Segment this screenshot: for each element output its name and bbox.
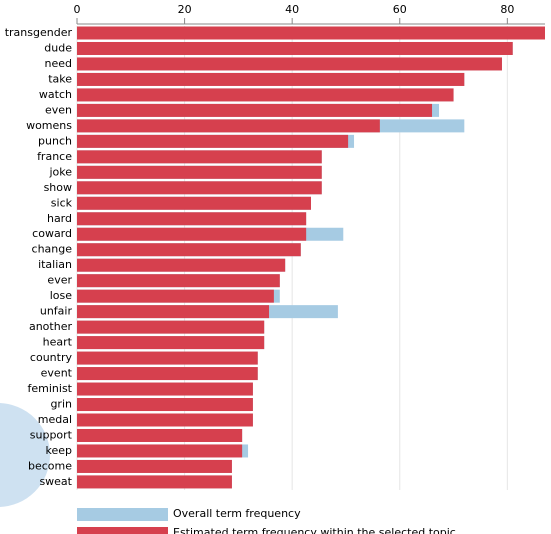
y-tick-label: country	[30, 351, 73, 364]
bar	[77, 258, 286, 272]
topic-circle	[0, 403, 50, 507]
bar	[77, 459, 232, 473]
y-tick-label: event	[41, 367, 73, 380]
bar	[77, 196, 311, 210]
legend-label: Overall term frequency	[173, 507, 301, 520]
bar	[77, 165, 322, 179]
bar	[77, 41, 513, 55]
legend-swatch	[77, 527, 168, 534]
y-tick-label: need	[45, 57, 73, 70]
bar	[77, 398, 253, 412]
bar	[77, 103, 433, 117]
y-tick-label: even	[45, 103, 72, 116]
y-tick-label: hard	[47, 212, 72, 225]
y-tick-label: lose	[50, 289, 73, 302]
y-tick-label: take	[48, 72, 72, 85]
bar	[77, 320, 265, 334]
y-tick-label: sick	[51, 196, 73, 209]
y-tick-label: transgender	[5, 26, 73, 39]
bar	[77, 428, 243, 442]
bar	[77, 367, 258, 381]
bar	[77, 413, 253, 427]
y-tick-label: keep	[46, 444, 73, 457]
y-tick-label: womens	[26, 119, 72, 132]
bar	[77, 88, 454, 102]
bar	[77, 274, 280, 288]
y-tick-label: show	[44, 181, 72, 194]
y-tick-label: feminist	[28, 382, 73, 395]
y-tick-label: grin	[50, 398, 72, 411]
y-tick-label: medal	[38, 413, 72, 426]
x-tick-label: 20	[178, 3, 192, 16]
y-tick-label: italian	[38, 258, 72, 271]
bar	[77, 475, 232, 489]
bar	[77, 72, 465, 86]
bar	[77, 150, 322, 164]
bar	[77, 119, 380, 133]
bar	[77, 336, 265, 350]
bar	[77, 181, 322, 195]
y-tick-label: dude	[44, 41, 72, 54]
y-tick-label: become	[28, 459, 72, 472]
bar	[77, 134, 349, 148]
bar	[77, 305, 270, 319]
bar	[77, 227, 307, 241]
x-tick-label: 60	[393, 3, 407, 16]
legend-swatch	[77, 508, 168, 521]
y-tick-label: change	[32, 243, 73, 256]
x-tick-label: 40	[285, 3, 299, 16]
y-tick-label: punch	[38, 134, 72, 147]
bar	[77, 444, 243, 458]
y-tick-label: ever	[47, 274, 72, 287]
bar	[77, 382, 253, 396]
x-tick-label: 0	[74, 3, 81, 16]
bar	[77, 212, 307, 226]
y-tick-label: joke	[48, 165, 72, 178]
legend-label: Estimated term frequency within the sele…	[173, 526, 456, 534]
bar	[77, 57, 502, 71]
x-tick-label: 80	[500, 3, 514, 16]
y-tick-label: another	[29, 320, 72, 333]
y-tick-label: coward	[32, 227, 72, 240]
y-tick-label: sweat	[39, 475, 72, 488]
y-tick-label: watch	[39, 88, 72, 101]
bar	[77, 26, 545, 40]
bar	[77, 289, 274, 303]
y-tick-label: unfair	[40, 305, 73, 318]
y-tick-label: france	[37, 150, 72, 163]
bar	[77, 351, 258, 365]
y-tick-label: heart	[43, 336, 73, 349]
y-tick-label: support	[30, 428, 73, 441]
bar	[77, 243, 301, 257]
